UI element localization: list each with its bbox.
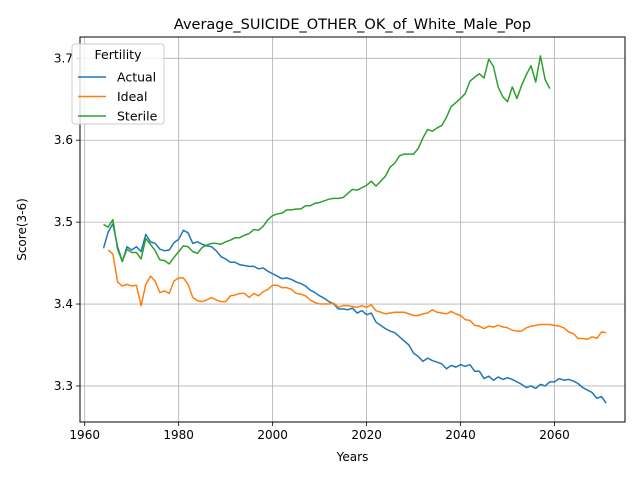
ticks: 1960 1980 2000 2020 2040 2060 3.3 3.4 3.5 3.6 3.7: [54, 51, 570, 442]
y-axis-label: Score(3-6): [15, 198, 29, 261]
legend-title: Fertility: [95, 47, 143, 62]
series-line-ideal: [107, 249, 607, 341]
legend-items: Actual Ideal Sterile: [78, 70, 158, 124]
y-tick-label: 3.4: [54, 297, 73, 311]
x-tick-label: 2060: [539, 428, 570, 442]
y-tick-label: 3.6: [54, 133, 73, 147]
x-tick-label: 2020: [351, 428, 382, 442]
legend-box: [71, 43, 165, 125]
x-tick-label: 2000: [257, 428, 288, 442]
legend-item-actual: Actual: [78, 70, 156, 85]
y-tick-label: 3.5: [54, 215, 73, 229]
legend-item-ideal: Ideal: [78, 89, 147, 104]
legend: Fertility Actual Ideal Sterile: [71, 43, 165, 125]
x-tick-label: 1960: [69, 428, 100, 442]
x-tick-label: 2040: [445, 428, 476, 442]
chart-title: Average_SUICIDE_OTHER_OK_of_White_Male_P…: [174, 17, 531, 33]
legend-item-sterile: Sterile: [78, 109, 158, 124]
y-tick-label: 3.7: [54, 51, 73, 65]
legend-label: Ideal: [117, 89, 147, 104]
axes-frame: [79, 36, 626, 423]
series-line-actual: [102, 223, 607, 404]
series-layer: [102, 55, 607, 404]
legend-label: Sterile: [117, 109, 158, 124]
x-axis-label: Years: [336, 450, 369, 464]
legend-label: Actual: [117, 70, 156, 85]
series-line-sterile: [103, 55, 551, 265]
grid: [80, 37, 625, 422]
y-tick-label: 3.3: [54, 379, 73, 393]
x-tick-label: 1980: [163, 428, 194, 442]
